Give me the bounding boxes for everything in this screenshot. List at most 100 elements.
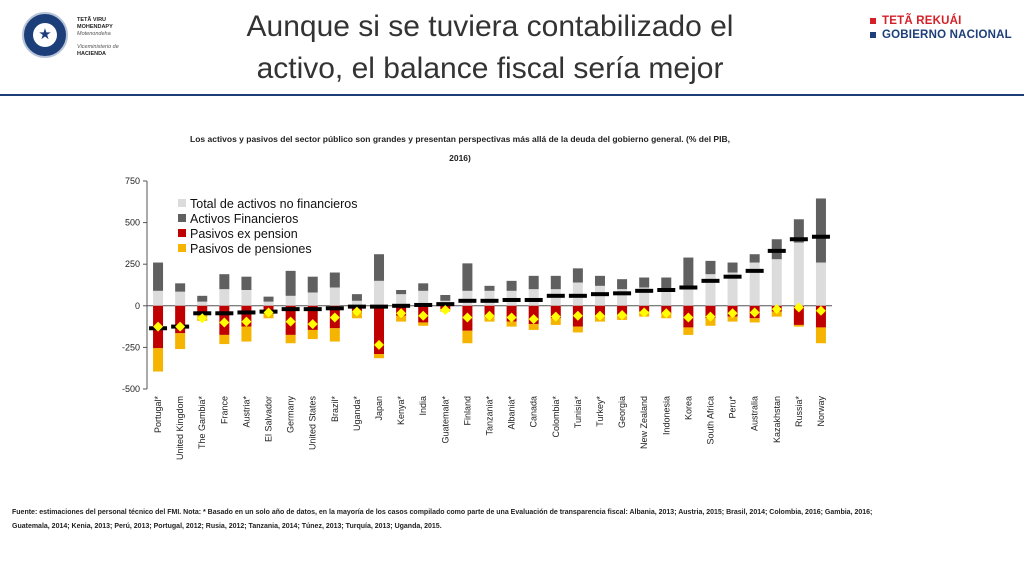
x-tick-label: Norway: [816, 396, 826, 427]
balance-diamond: [661, 308, 672, 319]
chart-title-line-2: 2016): [449, 153, 471, 163]
x-tick-label: Tanzania*: [485, 396, 495, 436]
bar-segment: [572, 268, 583, 283]
bar-segment: [793, 324, 804, 327]
title-line-2: activo, el balance fiscal sería mejor: [256, 52, 724, 85]
bar-segment: [329, 328, 340, 342]
bar-segment: [307, 292, 318, 306]
x-tick-label: Guatemala*: [440, 396, 450, 444]
bar-segment: [683, 289, 694, 306]
net-worth-dash: [811, 234, 830, 239]
bar-segment: [374, 280, 385, 306]
bar-segment: [374, 354, 385, 359]
bar-segment: [661, 277, 672, 290]
net-worth-dash: [590, 292, 609, 297]
balance-diamond: [639, 307, 650, 318]
x-tick-label: Finland: [462, 396, 472, 426]
ministry-logo-text: TETÃ VIRU MOHENDAPY Motenondeha Vicemini…: [77, 17, 157, 58]
bar-segment: [793, 305, 804, 325]
bar-segment: [418, 290, 429, 306]
bar-segment: [462, 330, 473, 344]
net-worth-dash: [701, 278, 720, 283]
bar-segment: [396, 289, 407, 295]
bar-segment: [175, 291, 186, 306]
net-worth-dash: [502, 297, 521, 302]
legend-label: Pasivos ex pension: [190, 227, 298, 241]
balance-diamond: [484, 310, 495, 321]
y-tick-label: 500: [125, 218, 140, 228]
y-tick-label: -500: [122, 384, 140, 394]
balance-diamond: [396, 308, 407, 319]
bar-segment: [793, 242, 804, 306]
bar-segment: [661, 289, 672, 306]
bar-segment: [683, 327, 694, 335]
legend-swatch: [178, 214, 186, 222]
bar-segment: [263, 296, 274, 302]
y-tick-label: 0: [135, 301, 140, 311]
balance-diamond: [572, 310, 583, 321]
bar-segment: [705, 260, 716, 275]
bar-segment: [528, 289, 539, 306]
bar-segment: [418, 283, 429, 291]
balance-diamond: [374, 339, 385, 350]
bar-segment: [351, 300, 362, 306]
ministry-line-4: Viceministerio de: [77, 44, 119, 50]
bar-segment: [197, 301, 208, 306]
x-tick-label: Georgia: [617, 396, 627, 428]
bar-segment: [462, 290, 473, 306]
net-worth-dash: [303, 307, 322, 312]
bar-segment: [727, 262, 738, 273]
x-tick-label: Brazil*: [330, 396, 340, 423]
legend-label: Total de activos no financieros: [190, 197, 357, 211]
bar-segment: [329, 272, 340, 288]
bar-segment: [572, 326, 583, 333]
bar-segment: [617, 289, 628, 306]
bar-segment: [307, 329, 318, 340]
balance-diamond: [263, 307, 274, 318]
balance-diamond: [351, 306, 362, 317]
x-tick-label: Tunisia*: [573, 396, 583, 429]
balance-diamond: [617, 309, 628, 320]
bar-segment: [749, 318, 760, 323]
bar-segment: [815, 262, 826, 306]
bar-segment: [793, 219, 804, 243]
bar-segment: [506, 321, 517, 327]
balance-diamond: [594, 310, 605, 321]
bar-segment: [241, 276, 252, 290]
bar-segment: [771, 259, 782, 306]
net-worth-dash: [281, 307, 300, 312]
net-worth-dash: [613, 291, 632, 296]
bar-segment: [506, 280, 517, 291]
net-worth-dash: [325, 306, 344, 311]
balance-diamond: [175, 321, 186, 332]
net-worth-dash: [480, 298, 499, 303]
net-worth-dash: [392, 303, 411, 308]
balance-diamond: [462, 312, 473, 323]
footnote-line-1: Fuente: estimaciones del personal técnic…: [12, 509, 873, 516]
x-tick-label: Peru*: [728, 396, 738, 419]
net-worth-dash: [657, 287, 676, 292]
balance-diamond: [683, 312, 694, 323]
bar-segment: [528, 324, 539, 330]
bar-segment: [263, 301, 274, 306]
net-worth-dash: [723, 274, 742, 279]
x-tick-label: South Africa: [705, 396, 715, 445]
slide-title: Aunque si se tuviera contabilizado el ac…: [180, 6, 800, 90]
bar-segment: [639, 287, 650, 306]
bar-segment: [175, 333, 186, 350]
gov-line-1-text: TETÃ REKUÁI: [882, 15, 962, 27]
bar-segment: [727, 272, 738, 306]
x-tick-label: Australia: [750, 396, 760, 431]
bar-segment: [484, 285, 495, 291]
gov-line-1: TETÃ REKUÁI: [870, 14, 1020, 28]
balance-diamond: [197, 313, 208, 324]
navy-square-icon: [870, 32, 876, 38]
bar-segment: [285, 295, 296, 306]
bar-segment: [594, 275, 605, 286]
balance-diamond: [219, 317, 230, 328]
ministry-line-1: TETÃ VIRU: [77, 17, 107, 23]
x-tick-label: Portugal*: [153, 396, 163, 434]
bar-segment: [550, 275, 561, 290]
bar-segment: [285, 270, 296, 296]
